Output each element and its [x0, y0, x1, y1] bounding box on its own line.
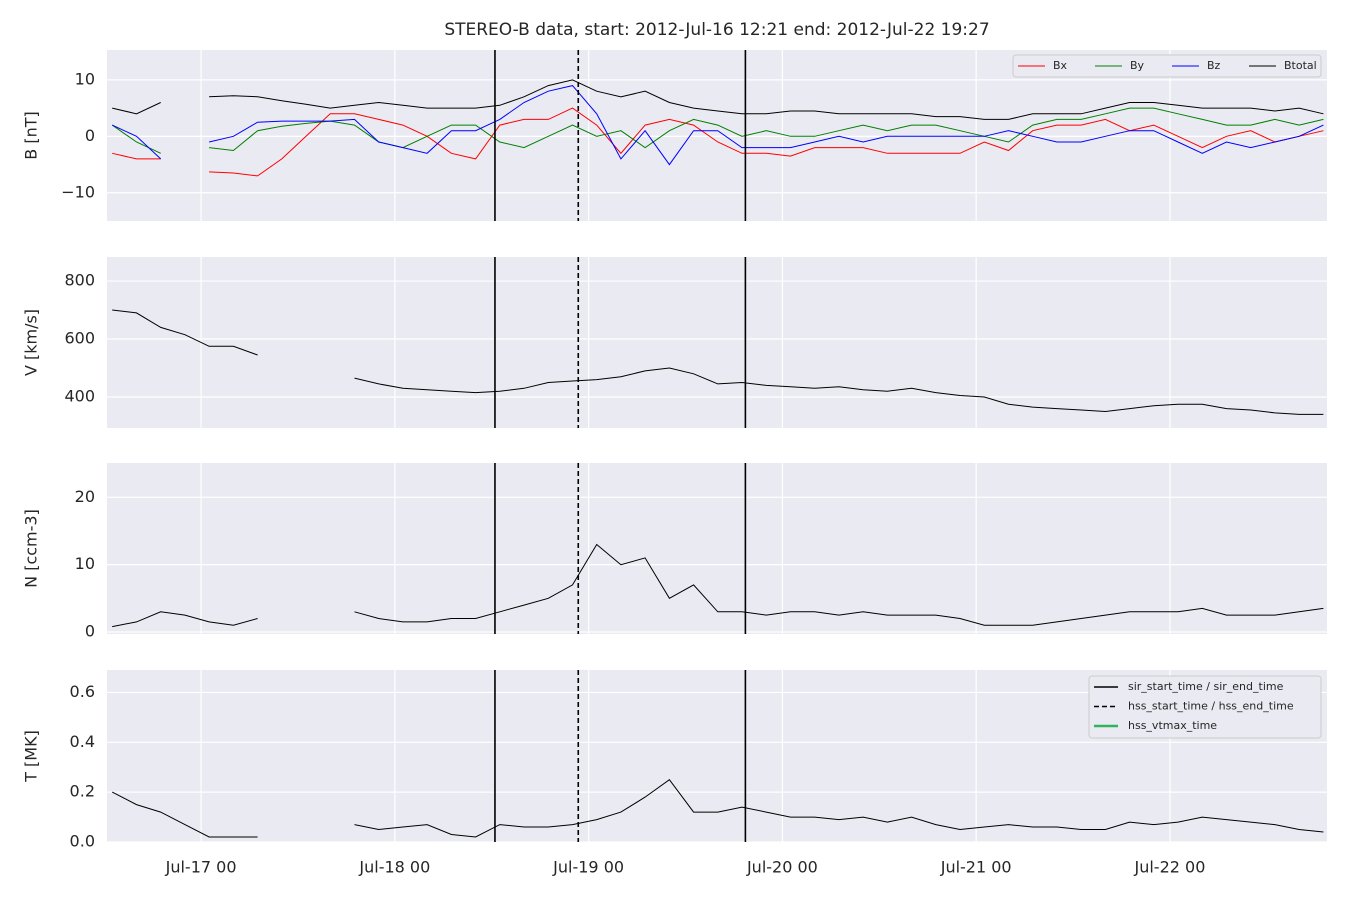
data-line [112, 79, 1324, 120]
legend-label: sir_start_time / sir_end_time [1128, 680, 1284, 693]
y-axis-label: N [ccm-3] [22, 509, 41, 588]
legend: Bx By Bz Btotal [1012, 54, 1322, 78]
x-tick-label: Jul-21 00 [940, 858, 1012, 877]
y-tick-label: 400 [64, 386, 95, 405]
x-tick-label: Jul-22 00 [1134, 858, 1206, 877]
legend-label: Bz [1207, 59, 1221, 72]
y-tick-label: 0.0 [70, 832, 95, 851]
y-tick-label: 0.2 [70, 782, 95, 801]
x-tick-label: Jul-20 00 [746, 858, 818, 877]
y-tick-label: 800 [64, 271, 95, 290]
legend-label: hss_vtmax_time [1128, 719, 1217, 732]
y-axis-label: V [km/s] [22, 309, 41, 376]
y-tick-label: 10 [75, 69, 95, 88]
x-tick-label: Jul-17 00 [165, 858, 237, 877]
y-tick-label: 600 [64, 329, 95, 348]
legend-box [1088, 675, 1322, 739]
data-line [111, 85, 1324, 166]
y-tick-label: 0 [85, 126, 95, 145]
data-line [112, 309, 1324, 415]
plot-background [107, 463, 1327, 634]
y-tick-label: 0 [85, 621, 95, 640]
legend-label: hss_start_time / hss_end_time [1128, 700, 1294, 713]
y-tick-label: 0.4 [70, 732, 95, 751]
y-tick-label: −10 [61, 182, 95, 201]
y-axis-label: T [MK] [22, 730, 41, 783]
data-line [112, 543, 1324, 628]
plot-background [107, 257, 1327, 428]
x-tick-label: Jul-18 00 [358, 858, 430, 877]
y-tick-label: 10 [75, 554, 95, 573]
legend-label: Btotal [1284, 59, 1317, 72]
data-line [112, 107, 1324, 177]
x-tick-label: Jul-19 00 [552, 858, 624, 877]
y-tick-label: 0.6 [70, 682, 95, 701]
data-line [111, 779, 1324, 838]
legend-label: Bx [1053, 59, 1068, 72]
legend-label: By [1130, 59, 1145, 72]
y-axis-label: B [nT] [22, 111, 41, 159]
legend-box [1012, 54, 1322, 78]
y-tick-label: 20 [75, 487, 95, 506]
chart-title: STEREO-B data, start: 2012-Jul-16 12:21 … [444, 20, 989, 40]
legend: sir_start_time / sir_end_time hss_start_t… [1088, 675, 1322, 739]
